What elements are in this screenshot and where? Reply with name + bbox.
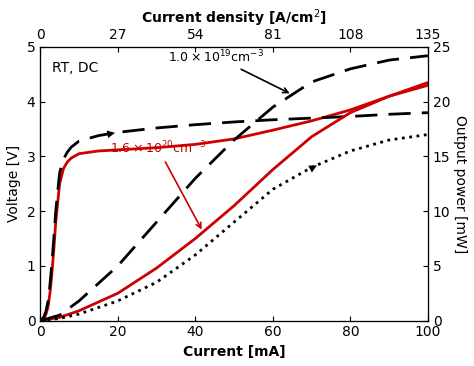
Y-axis label: Voltage [V]: Voltage [V] <box>7 145 21 223</box>
X-axis label: Current density [A/cm$^2$]: Current density [A/cm$^2$] <box>141 7 327 29</box>
Text: $1.6\times10^{20}$cm$^{-3}$: $1.6\times10^{20}$cm$^{-3}$ <box>110 140 206 228</box>
X-axis label: Current [mA]: Current [mA] <box>183 345 285 359</box>
Y-axis label: Output power [mW]: Output power [mW] <box>453 115 467 253</box>
Text: RT, DC: RT, DC <box>52 61 98 75</box>
Text: $1.0\times10^{19}$cm$^{-3}$: $1.0\times10^{19}$cm$^{-3}$ <box>168 49 288 93</box>
